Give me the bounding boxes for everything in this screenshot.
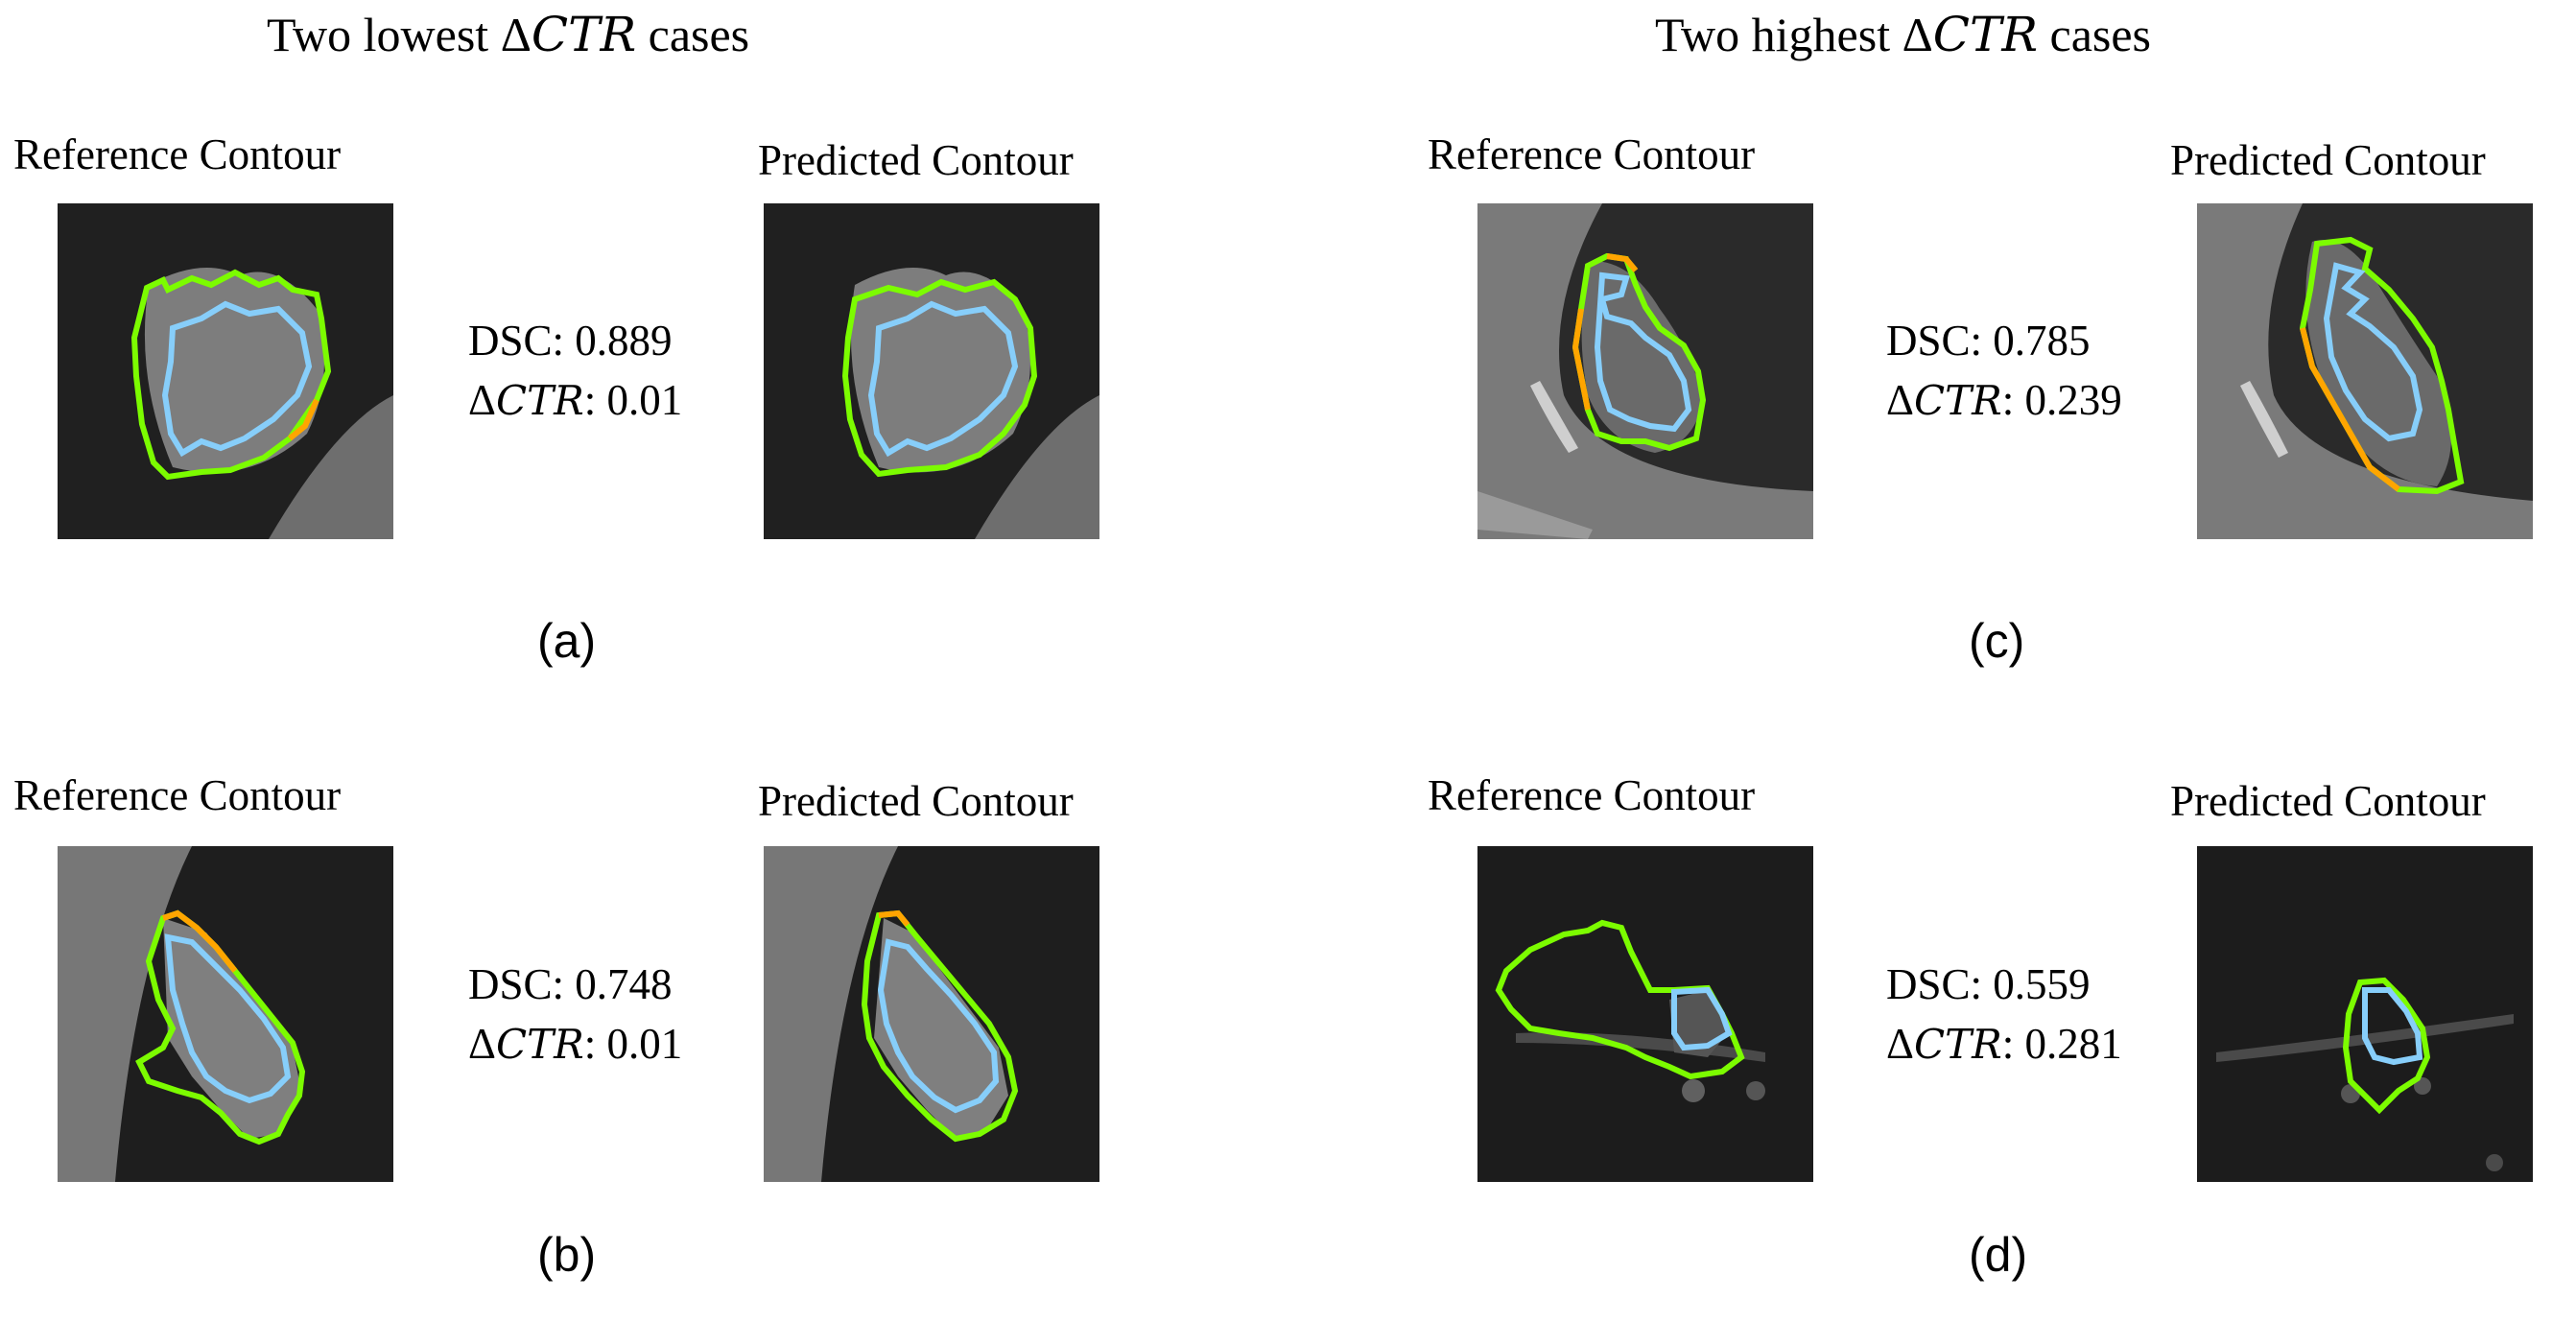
heading-lowest-cases: Two lowest ΔCTR cases [267,7,750,62]
panel-a-predicted-label: Predicted Contour [758,136,1074,184]
panel-c-reference-label: Reference Contour [1428,130,1756,178]
panel-a-dsc: DSC: 0.889 [468,317,673,365]
panel-c-predicted-label: Predicted Contour [2170,136,2486,184]
panel-c-dsc: DSC: 0.785 [1886,317,2091,365]
panel-b-dctr: ΔCTR: 0.01 [468,1020,683,1068]
panel-d-dctr: ΔCTR: 0.281 [1886,1020,2122,1068]
panel-d-tag: (d) [1969,1228,2028,1282]
panel-a-tag: (a) [537,614,597,668]
panel-d-reference-image [1477,846,1813,1182]
panel-b-predicted-image [764,846,1099,1182]
panel-d-predicted-label: Predicted Contour [2170,777,2486,825]
panel-a-metrics: DSC: 0.889 ΔCTR: 0.01 [468,311,682,431]
panel-b-predicted-label: Predicted Contour [758,777,1074,825]
panel-d-dsc: DSC: 0.559 [1886,960,2091,1008]
panel-d-predicted-image [2197,846,2533,1182]
panel-d-reference-label: Reference Contour [1428,771,1756,819]
panel-a-dctr: ΔCTR: 0.01 [468,376,683,424]
panel-a-reference-label: Reference Contour [13,130,342,178]
panel-a-predicted-image [764,203,1099,539]
panel-a-reference-image [58,203,393,539]
panel-b-metrics: DSC: 0.748 ΔCTR: 0.01 [468,955,682,1074]
panel-b-reference-image [58,846,393,1182]
heading-highest-cases: Two highest ΔCTR cases [1655,7,2152,62]
panel-b-tag: (b) [537,1228,597,1282]
panel-c-dctr: ΔCTR: 0.239 [1886,376,2122,424]
panel-c-tag: (c) [1969,614,2025,668]
panel-c-reference-image [1477,203,1813,539]
panel-b-dsc: DSC: 0.748 [468,960,673,1008]
panel-c-metrics: DSC: 0.785 ΔCTR: 0.239 [1886,311,2122,431]
panel-b-reference-label: Reference Contour [13,771,342,819]
panel-c-predicted-image [2197,203,2533,539]
panel-d-metrics: DSC: 0.559 ΔCTR: 0.281 [1886,955,2122,1074]
